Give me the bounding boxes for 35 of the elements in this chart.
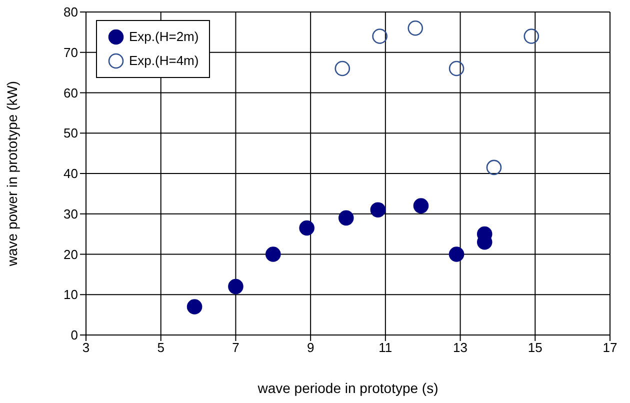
x-tick-label: 15 [528,340,542,356]
y-tick-label: 40 [64,166,78,182]
point [408,20,424,36]
legend-label: Exp.(H=2m) [129,28,199,46]
x-tick-label: 3 [82,340,90,356]
y-axis-title: wave power in prototype (kW) [4,80,20,268]
point [228,278,244,294]
y-tick-label: 30 [64,206,78,222]
x-tick-label: 9 [306,340,314,356]
x-tick-label: 17 [602,340,618,356]
y-tick-label: 50 [64,126,78,141]
y-tick-label: 80 [64,4,78,20]
y-tick-label: 10 [64,287,78,302]
legend-label: Exp.(H=4m) [129,52,199,70]
point [265,246,281,262]
x-tick-label: 11 [378,340,392,356]
y-tick-label: 20 [64,246,78,262]
point [448,246,464,262]
point [413,198,429,214]
point [372,28,388,44]
point [338,210,354,226]
x-tick-label: 7 [232,340,240,356]
x-tick-label: 13 [453,340,468,356]
point [370,202,386,218]
point [486,160,502,176]
y-tick-label: 60 [64,85,78,100]
point [186,299,202,314]
x-tick-label: 5 [157,340,164,356]
point [299,220,314,236]
point [448,60,464,76]
y-tick-label: 0 [70,328,78,343]
y-tick-label: 70 [64,44,78,60]
point [524,28,540,44]
x-axis-title: wave periode in prototype (s) [256,380,438,396]
point [334,60,350,76]
